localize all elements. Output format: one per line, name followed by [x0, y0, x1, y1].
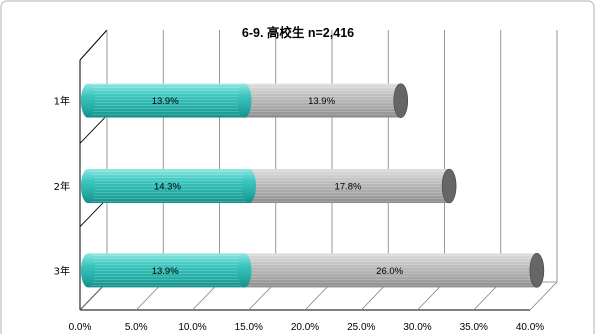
value-labels: 13.9% 13.9% 14.3% 17.8% 13.9% 26.0%	[152, 96, 404, 277]
bar-cap	[81, 169, 95, 203]
value-label: 13.9%	[152, 266, 179, 277]
bar-end-cap	[237, 83, 252, 118]
x-tick-label: 10.0%	[178, 322, 206, 333]
bar-end-cap	[393, 83, 409, 118]
x-tick-label: 35.0%	[460, 322, 488, 333]
bar-texture	[81, 253, 252, 288]
x-tick-labels: 0.0% 5.0% 10.0% 15.0% 20.0% 25.0% 30.0% 35.0% 40…	[69, 322, 545, 333]
bar-texture	[81, 83, 252, 118]
category-label: 2年	[54, 180, 70, 193]
bar-cap	[81, 83, 95, 118]
category-separator	[79, 198, 108, 227]
bar-end-cap	[241, 169, 256, 203]
value-label: 14.3%	[154, 182, 181, 193]
bar-cap	[81, 253, 95, 288]
x-tick-label: 5.0%	[125, 322, 148, 333]
value-label: 13.9%	[152, 96, 179, 107]
category-label: 3年	[54, 264, 70, 277]
bar-end-cap	[441, 168, 457, 204]
x-tick-label: 30.0%	[403, 322, 431, 333]
x-tick-label: 15.0%	[235, 322, 263, 333]
bar-texture	[237, 83, 408, 118]
value-label: 13.9%	[308, 96, 335, 107]
category-separator	[79, 115, 108, 144]
category-label: 1年	[54, 95, 70, 108]
value-label: 26.0%	[376, 266, 403, 277]
bar-end-cap	[529, 253, 545, 288]
x-tick-label: 25.0%	[347, 322, 375, 333]
x-tick-label: 40.0%	[516, 322, 544, 333]
bar-texture	[241, 169, 457, 203]
category-labels: 1年 2年 3年	[54, 95, 70, 278]
x-tick-label: 0.0%	[69, 322, 92, 333]
bar-texture	[81, 169, 256, 203]
bar-texture	[237, 253, 544, 288]
value-label: 17.8%	[335, 182, 362, 193]
bars	[81, 83, 545, 288]
bar-end-cap	[237, 253, 252, 288]
floor-gridline	[529, 281, 558, 311]
chart-title: 6-9. 高校生 n=2,416	[242, 25, 354, 40]
category-separators	[79, 115, 108, 227]
x-tick-label: 20.0%	[291, 322, 319, 333]
